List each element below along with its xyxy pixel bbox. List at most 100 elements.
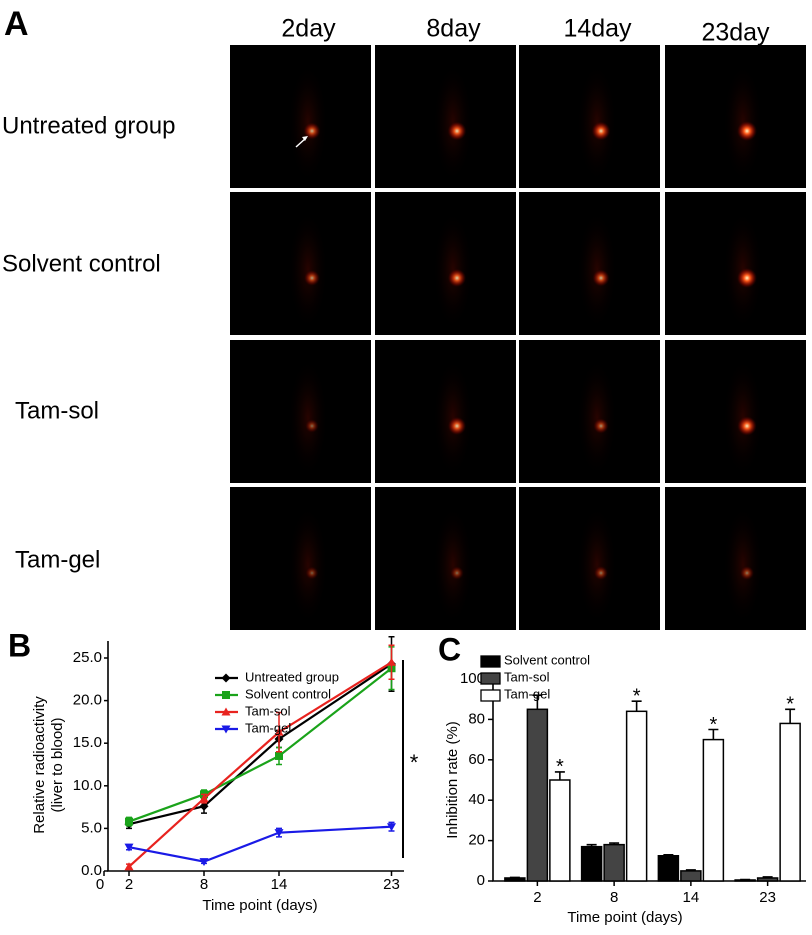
marker [199,794,209,803]
hot-spot [304,270,320,286]
marker [387,657,396,666]
hot-spot [737,268,757,288]
series-line [128,667,393,823]
column-label: 14day [563,15,632,43]
series-line [128,663,393,826]
y-axis-label: Inhibition rate (%) [444,721,461,839]
hot-spot [737,121,757,141]
error-bar [785,708,796,724]
marker [125,817,133,826]
x-tick-label: 8 [610,889,618,906]
bar [549,779,571,882]
hot-spot [593,418,609,434]
marker [222,691,230,699]
error-bar [532,694,543,710]
error-bar [631,700,642,712]
bar [657,855,680,882]
legend-swatch [480,672,501,685]
legend-label: Tam-gel [245,720,291,735]
y-tick-label: 20.0 [73,692,102,709]
bar [580,845,603,882]
marker [274,829,284,838]
panel-label: A [4,5,29,43]
body-glow [723,505,763,625]
bar [756,877,779,882]
bar [702,738,725,882]
bar [779,722,801,882]
marker [387,823,396,832]
bar [603,843,625,882]
legend-label: Solvent control [245,686,331,701]
x-tick-label: 2 [533,889,541,906]
legend-label: Tam-sol [504,669,550,684]
row-label: Untreated group [2,112,175,139]
legend-label: Tam-sol [245,703,291,718]
body-glow [288,210,328,330]
x-tick-label: 2 [125,876,133,893]
body-glow [288,63,328,183]
error-bar [708,728,719,740]
bar [625,710,648,882]
y-tick-label: 100 [460,670,485,687]
y-tick-label: 25.0 [73,649,102,666]
y-tick-label: 10.0 [73,777,102,794]
hot-spot [450,566,464,580]
body-glow [577,358,617,478]
body-glow [577,505,617,625]
hot-spot [305,566,319,580]
panel-label: C [438,631,461,667]
hot-spot [592,269,610,287]
significance-label: * [633,686,641,708]
x-tick-label: 0 [96,876,104,893]
body-glow [577,210,617,330]
column-label: 2day [281,15,336,43]
legend-swatch [480,689,501,702]
bar [526,708,549,882]
y-tick-label: 80 [468,710,485,727]
hot-spot [305,419,319,433]
bar [504,877,526,882]
row-label: Tam-gel [15,546,100,573]
series-line [128,825,392,863]
hot-spot [447,121,467,141]
marker [274,727,284,736]
x-tick-label: 14 [271,876,288,893]
row-label: Tam-sol [15,397,99,424]
column-label: 8day [426,15,481,43]
y-tick-label: 40 [468,791,485,808]
x-axis-label: Time point (days) [567,909,682,926]
row-label: Solvent control [2,250,161,277]
series-line [128,661,393,868]
arrow-head [302,136,308,141]
legend-label: Untreated group [245,669,339,684]
y-axis-label: Relative radioactivity [31,696,48,834]
y-tick-label: 0.0 [81,862,102,879]
body-glow [433,505,473,625]
hot-spot [447,268,467,288]
y-axis-label: (liver to blood) [49,717,66,812]
marker [124,843,134,852]
y-tick-label: 5.0 [81,819,102,836]
significance-label: * [410,750,419,775]
significance-label: * [786,694,794,716]
bar [680,870,702,882]
y-tick-label: 0 [477,872,485,889]
x-tick-label: 23 [383,876,400,893]
hot-spot [737,416,757,436]
significance-label: * [556,756,564,778]
bar [734,879,756,882]
marker [124,862,134,871]
legend-label: Tam-gel [504,686,550,701]
marker [221,707,231,716]
hot-spot [303,122,321,140]
hot-spot [447,416,467,436]
hot-spot [594,566,608,580]
legend-swatch [480,655,501,668]
hot-spot [740,566,754,580]
x-axis-label: Time point (days) [202,897,317,914]
marker [199,858,209,867]
marker [275,751,283,760]
legend-label: Solvent control [504,652,590,667]
